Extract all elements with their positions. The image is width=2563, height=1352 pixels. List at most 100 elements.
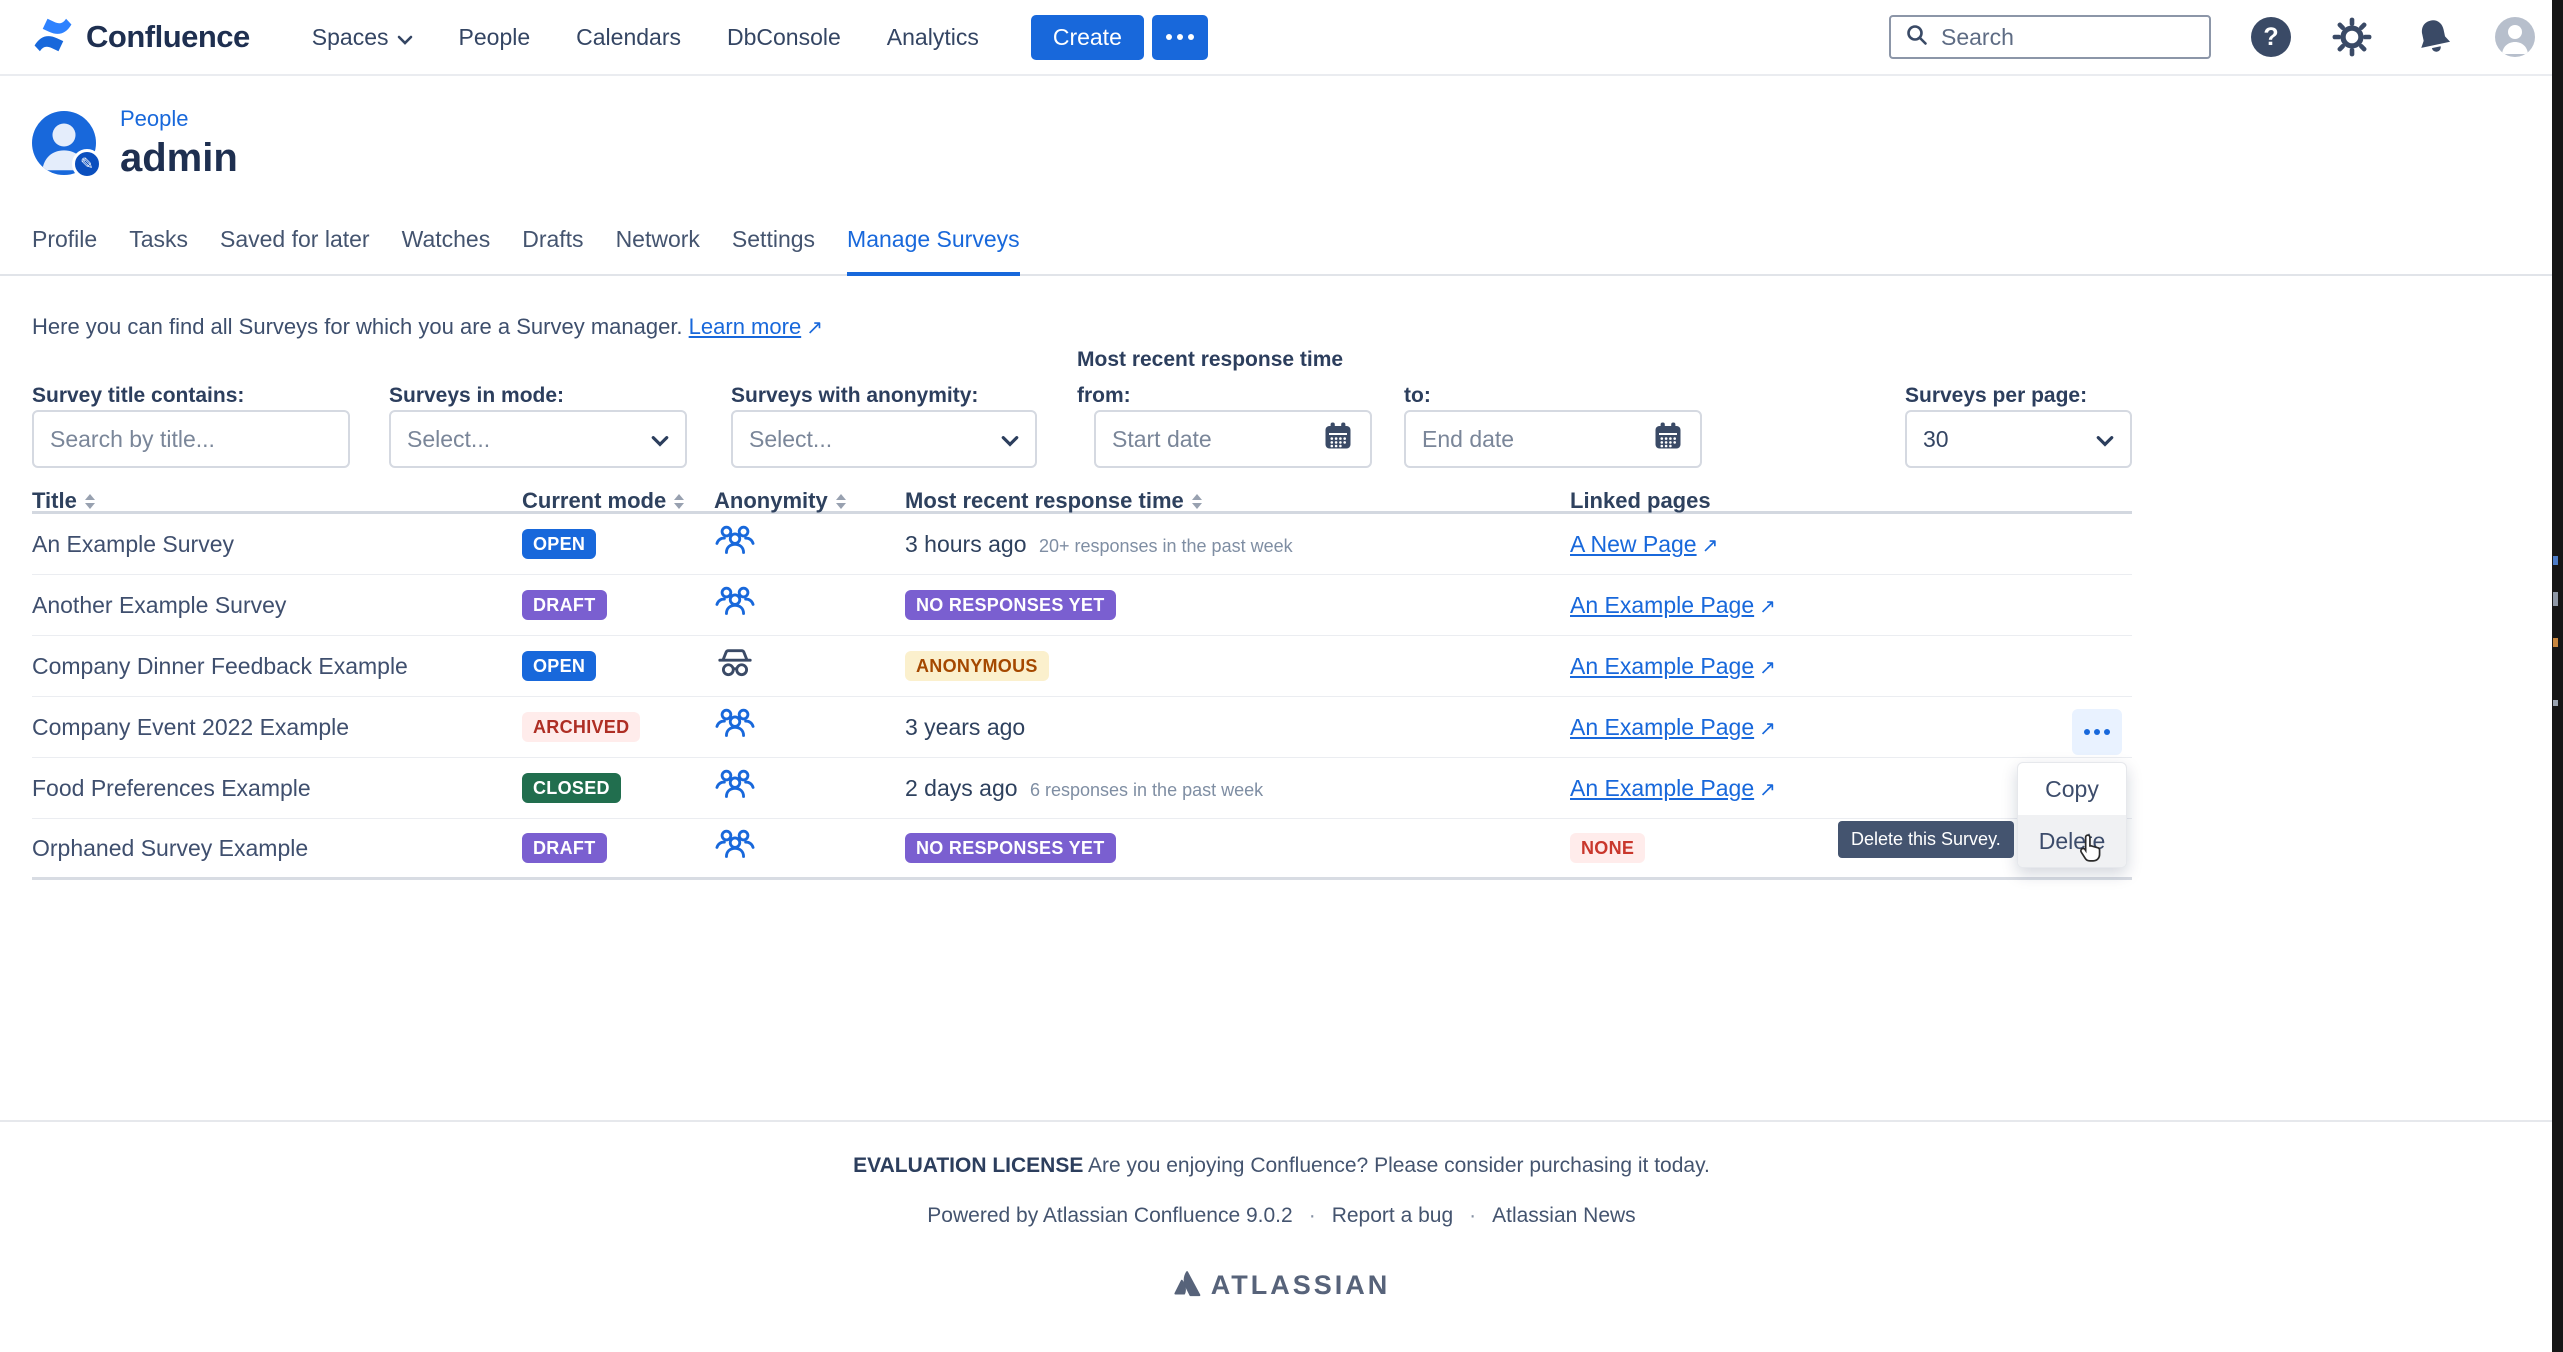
gear-icon[interactable] [2331, 16, 2373, 58]
chevron-down-icon [1001, 426, 1019, 453]
atlassian-logo[interactable]: ATLASSIAN [0, 1268, 2563, 1303]
edit-profile-picture-icon[interactable]: ✎ [72, 149, 102, 179]
anonymity-select[interactable]: Select... [731, 410, 1037, 468]
search-icon [1905, 23, 1929, 52]
recent-response-time: 3 hours ago [905, 530, 1027, 557]
calendar-icon[interactable] [1322, 420, 1354, 458]
atlassian-mark-icon [1173, 1268, 1201, 1303]
sort-icon [674, 493, 685, 509]
title-filter-field [32, 410, 350, 468]
atlassian-news-link[interactable]: Atlassian News [1492, 1204, 1636, 1227]
page-title-username: admin [120, 135, 238, 180]
atlassian-wordmark: ATLASSIAN [1210, 1270, 1391, 1300]
create-button[interactable]: Create [1030, 14, 1144, 60]
linked-page-link[interactable]: An Example Page [1570, 713, 1755, 740]
table-row: Orphaned Survey Example DRAFT NO RESPONS… [32, 819, 2132, 880]
survey-title: An Example Survey [32, 530, 234, 557]
mode-badge: OPEN [522, 651, 597, 681]
confluence-logo[interactable]: Confluence [32, 15, 250, 60]
response-count-note: 6 responses in the past week [1029, 779, 1264, 800]
screen-right-edge [2552, 0, 2563, 1352]
menu-analytics[interactable]: Analytics [886, 23, 979, 50]
profile-avatar[interactable]: ✎ [32, 111, 102, 179]
header-title[interactable]: Title [32, 488, 522, 514]
help-icon[interactable]: ? [2251, 17, 2291, 57]
survey-title: Company Dinner Feedback Example [32, 652, 408, 679]
license-text: Are you enjoying Confluence? Please cons… [1088, 1154, 1710, 1177]
menu-people[interactable]: People [458, 23, 531, 50]
user-avatar[interactable] [2495, 17, 2535, 57]
global-search [1889, 15, 2211, 59]
intro-text: Here you can find all Surveys for which … [32, 314, 823, 339]
anonymous-badge: ANONYMOUS [905, 651, 1049, 681]
group-anonymity-icon [714, 706, 905, 749]
mode-badge: CLOSED [522, 773, 621, 803]
no-linked-page-badge: NONE [1570, 833, 1646, 863]
per-page-select[interactable]: 30 [1905, 410, 2132, 468]
notifications-bell-icon[interactable] [2413, 16, 2455, 58]
to-label: to: [1404, 384, 1431, 407]
tab-manage-surveys[interactable]: Manage Surveys [847, 226, 1020, 276]
menu-item-copy[interactable]: Copy [2045, 775, 2099, 802]
table-row: Company Event 2022 Example ARCHIVED 3 ye… [32, 697, 2132, 758]
table-row: Company Dinner Feedback Example OPEN ANO… [32, 636, 2132, 697]
external-link-icon: ↗ [806, 317, 823, 339]
survey-title: Another Example Survey [32, 591, 287, 618]
tab-watches[interactable]: Watches [401, 226, 491, 252]
tab-tasks[interactable]: Tasks [129, 226, 188, 252]
header-current-mode[interactable]: Current mode [522, 488, 714, 514]
group-anonymity-icon [714, 523, 905, 566]
external-link-icon: ↗ [1701, 534, 1719, 557]
external-link-icon: ↗ [1759, 656, 1776, 679]
no-responses-badge: NO RESPONSES YET [905, 833, 1116, 863]
search-input[interactable] [1941, 23, 2195, 51]
external-link-icon: ↗ [1759, 717, 1776, 740]
mode-badge: OPEN [522, 529, 597, 559]
from-date-input[interactable] [1112, 425, 1312, 453]
header-anonymity[interactable]: Anonymity [714, 488, 905, 514]
tab-network[interactable]: Network [615, 226, 700, 252]
header-most-recent[interactable]: Most recent response time [905, 488, 1570, 514]
profile-header: ✎ People admin [32, 106, 2563, 180]
menu-item-delete[interactable]: Delete [2018, 815, 2126, 867]
nav-more-button[interactable] [1151, 14, 1208, 60]
linked-page-link[interactable]: An Example Page [1570, 774, 1755, 801]
row-actions-menu: Copy Delete [2017, 762, 2127, 868]
tab-profile[interactable]: Profile [32, 226, 98, 252]
confluence-mark-icon [32, 15, 74, 60]
title-filter-label: Survey title contains: [32, 384, 245, 407]
calendar-icon[interactable] [1652, 420, 1684, 458]
chevron-down-icon [651, 426, 669, 453]
survey-title: Food Preferences Example [32, 774, 311, 801]
row-actions-button[interactable] [2072, 709, 2122, 755]
mode-badge: ARCHIVED [522, 712, 641, 742]
table-row: Food Preferences Example CLOSED 2 days a… [32, 758, 2132, 819]
tab-saved-for-later[interactable]: Saved for later [220, 226, 370, 252]
table-row: Another Example Survey DRAFT NO RESPONSE… [32, 575, 2132, 636]
menu-dbconsole[interactable]: DbConsole [726, 23, 841, 50]
main-menu: Spaces People Calendars DbConsole Analyt… [312, 24, 979, 51]
survey-filters: Most recent response time Survey title c… [32, 348, 2132, 480]
linked-page-link[interactable]: An Example Page [1570, 591, 1755, 618]
external-link-icon: ↗ [1759, 595, 1776, 618]
tab-settings[interactable]: Settings [731, 226, 816, 252]
title-filter-input[interactable] [50, 425, 332, 453]
incognito-anonymity-icon [714, 645, 905, 688]
header-linked-pages: Linked pages [1570, 488, 1711, 513]
tab-drafts[interactable]: Drafts [522, 226, 584, 252]
menu-spaces[interactable]: Spaces [312, 24, 413, 51]
to-date-input[interactable] [1422, 425, 1642, 453]
learn-more-link[interactable]: Learn more [688, 314, 802, 339]
linked-page-link[interactable]: A New Page [1570, 530, 1697, 557]
surveys-table: Title Current mode Anonymity Most recent… [32, 488, 2132, 880]
linked-page-link[interactable]: An Example Page [1570, 652, 1755, 679]
mode-select[interactable]: Select... [389, 410, 687, 468]
external-link-icon: ↗ [1759, 778, 1776, 801]
menu-calendars[interactable]: Calendars [576, 23, 681, 50]
breadcrumb-people[interactable]: People [120, 105, 189, 131]
anonymity-filter-label: Surveys with anonymity: [731, 384, 979, 407]
delete-tooltip: Delete this Survey. [1838, 821, 2014, 858]
chevron-down-icon [2096, 426, 2114, 453]
powered-by-text: Powered by Atlassian Confluence 9.0.2 [927, 1204, 1293, 1227]
report-bug-link[interactable]: Report a bug [1331, 1204, 1454, 1227]
